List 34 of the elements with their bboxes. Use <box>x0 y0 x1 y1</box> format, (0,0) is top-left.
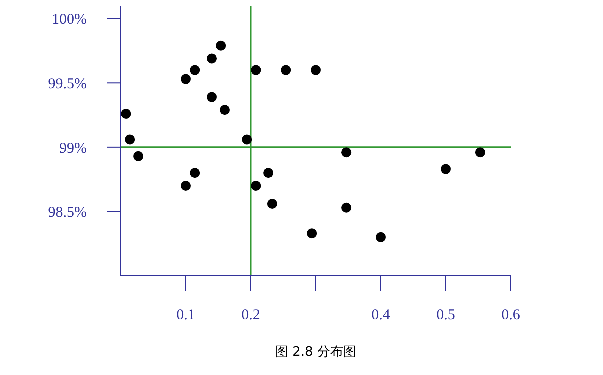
x-tick-label: 0.1 <box>176 308 196 324</box>
point <box>181 74 191 84</box>
point <box>207 54 217 64</box>
point <box>264 168 274 178</box>
point <box>475 148 486 158</box>
point <box>242 134 252 145</box>
point <box>251 65 262 76</box>
point <box>216 40 226 51</box>
point <box>190 65 200 76</box>
point <box>342 148 352 158</box>
x-tick-label: 0.5 <box>436 308 456 324</box>
point <box>307 228 318 239</box>
point <box>281 65 292 76</box>
point <box>267 199 278 209</box>
point <box>190 168 200 178</box>
caption: 图 2.8 分布图 <box>274 344 358 361</box>
point <box>376 232 386 242</box>
point <box>125 134 136 145</box>
point <box>342 202 352 213</box>
point <box>134 151 144 162</box>
y-tick-label: 98.5% <box>48 205 87 222</box>
x-tick-label: 0.2 <box>242 308 260 324</box>
x-tick-label: 0.4 <box>372 308 391 324</box>
y-tick-label: 100% <box>52 12 87 28</box>
x-tick-label: 0.6 <box>502 308 521 324</box>
y-tick-label: 99.5% <box>48 76 87 92</box>
point <box>121 109 132 119</box>
point <box>220 105 230 116</box>
point <box>181 181 191 191</box>
point <box>251 181 262 191</box>
point <box>311 65 321 76</box>
point <box>207 92 217 102</box>
point <box>441 164 451 174</box>
y-tick-label: 99% <box>60 140 87 157</box>
